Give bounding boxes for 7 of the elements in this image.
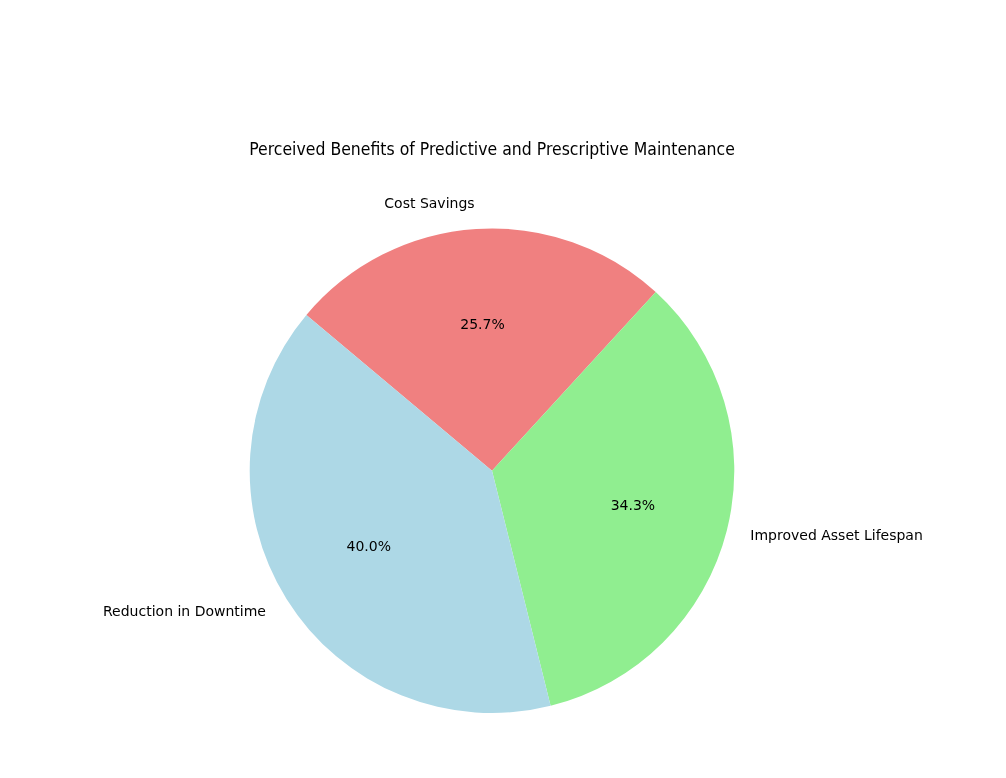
slice-label: Reduction in Downtime xyxy=(103,602,266,619)
slice-label: Cost Savings xyxy=(384,195,475,212)
slice-label: Improved Asset Lifespan xyxy=(750,526,923,543)
data-label: 40.0% xyxy=(346,538,391,555)
data-label: 25.7% xyxy=(460,316,505,333)
data-label: 34.3% xyxy=(610,497,656,514)
chart-title: Perceived Benefits of Predictive and Prescriptive Maintenance xyxy=(249,139,735,159)
